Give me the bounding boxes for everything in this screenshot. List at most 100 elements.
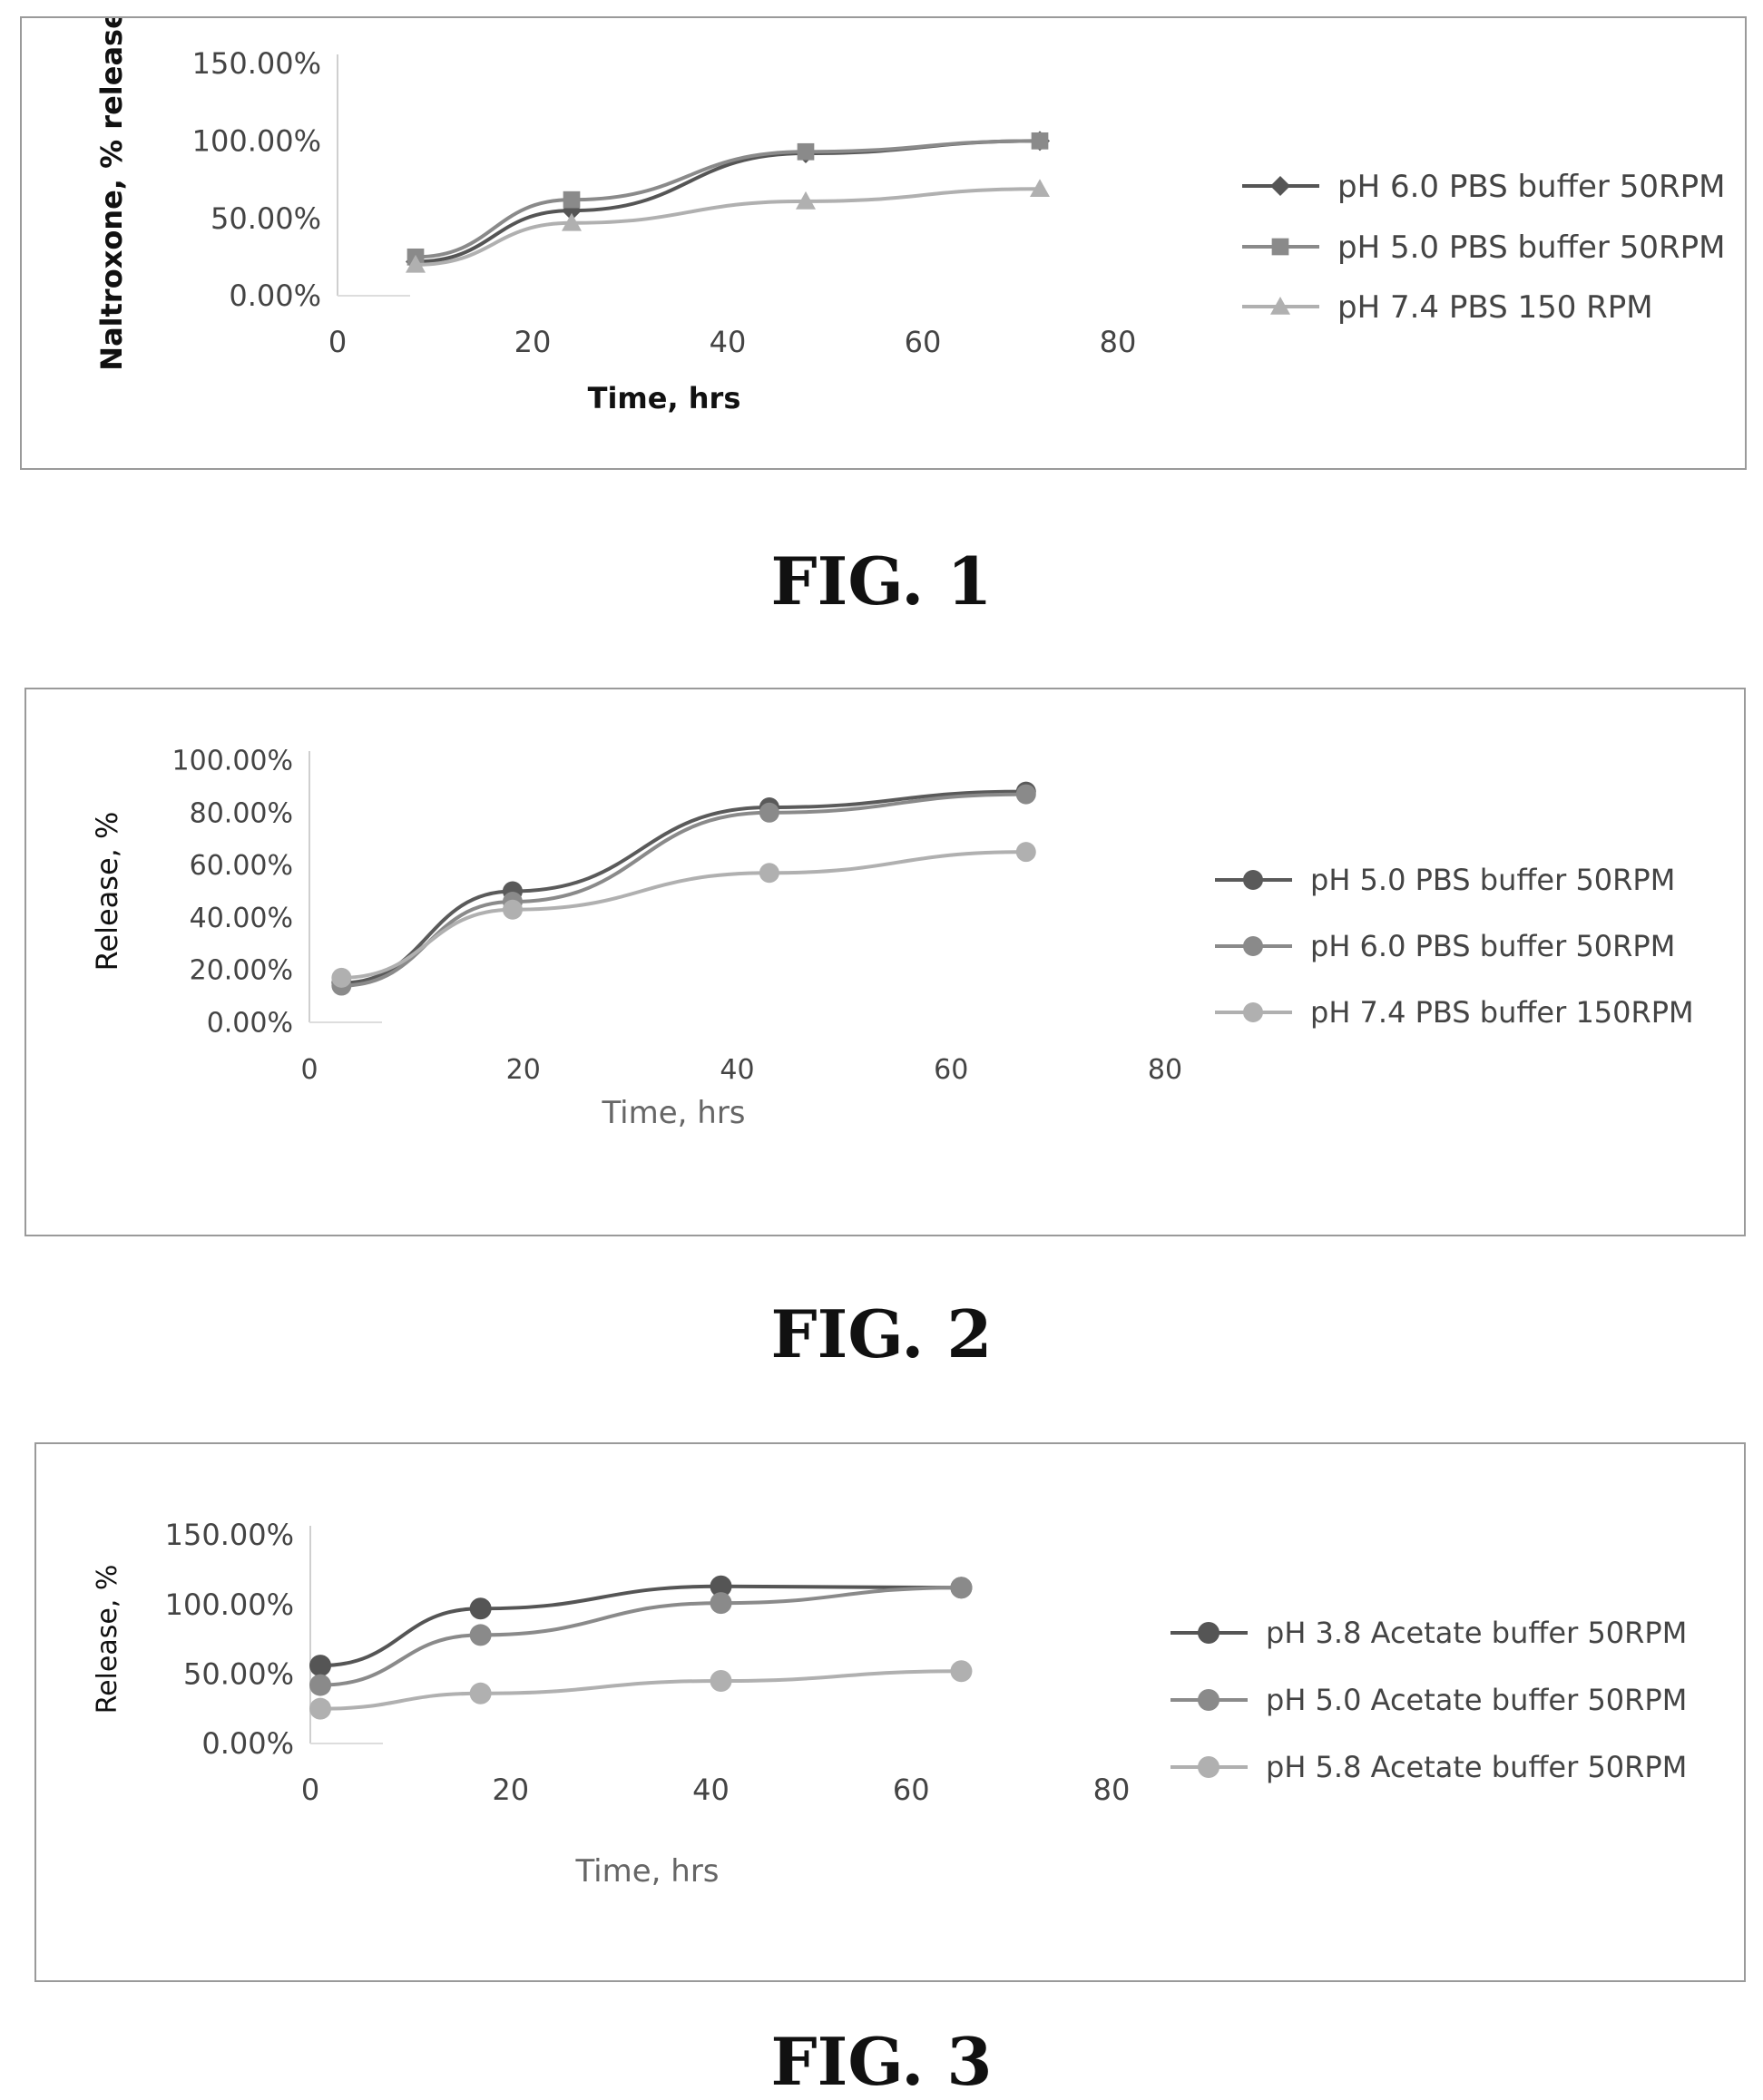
y-tick-label-1-0: 0.00% — [229, 278, 321, 313]
chart-panel-2: 0.00% 20.00% 40.00% 60.00% 80.00% 100.00% 0 20 4… — [24, 688, 1746, 1236]
data-point-3-1-2 — [710, 1592, 732, 1615]
legend-marker-3-0 — [1198, 1622, 1219, 1644]
x-axis-label-2: Time, hrs — [601, 1095, 745, 1131]
data-point-3-1-1 — [469, 1624, 492, 1646]
series-line-3-2 — [320, 1669, 962, 1711]
y-tick-label-1-1: 50.00% — [211, 201, 321, 236]
data-point-3-2-0 — [309, 1697, 332, 1720]
legend-marker-2-2 — [1243, 1002, 1263, 1022]
y-tick-label-2-5: 100.00% — [172, 746, 293, 777]
series-line-3-1 — [320, 1586, 962, 1687]
series-line-1-1 — [415, 139, 1041, 259]
data-point-1-2-1 — [562, 212, 582, 231]
x-axis-label-3: Time, hrs — [574, 1853, 719, 1890]
y-tick-label-2-2: 40.00% — [190, 903, 293, 934]
series-2-0 — [331, 781, 1036, 993]
data-point-1-1-3 — [1031, 132, 1049, 150]
x-tick-label-2-2: 40 — [720, 1054, 754, 1086]
series-3-2 — [309, 1660, 973, 1720]
legend-marker-1-0 — [1270, 176, 1290, 196]
data-point-3-2-3 — [950, 1660, 973, 1683]
data-point-2-2-2 — [759, 863, 779, 884]
y-tick-label-3-2: 100.00% — [165, 1587, 294, 1622]
y-tick-label-3-1: 50.00% — [183, 1657, 294, 1692]
series-1-2 — [406, 179, 1050, 273]
y-tick-label-2-1: 20.00% — [190, 955, 293, 987]
legend-marker-3-2 — [1198, 1756, 1219, 1778]
data-point-2-2-3 — [1015, 842, 1036, 863]
data-point-1-1-1 — [563, 190, 581, 209]
x-tick-label-1-2: 40 — [710, 325, 747, 359]
data-point-3-2-2 — [710, 1670, 732, 1692]
series-3-1 — [309, 1577, 973, 1696]
series-line-2-0 — [341, 789, 1026, 985]
data-point-2-1-2 — [759, 802, 779, 823]
data-point-3-0-2 — [710, 1575, 732, 1597]
data-point-1-2-0 — [406, 254, 426, 273]
figure-caption-1: FIG. 1 — [770, 542, 993, 620]
legend-marker-1-1 — [1271, 238, 1289, 256]
series-1-1 — [406, 132, 1049, 266]
y-axis-label-1: Naltroxone, % released — [94, 18, 129, 371]
chart-panel-3: 0.00% 50.00% 100.00% 150.00% 0 20 40 60 80 Time, … — [34, 1442, 1746, 1982]
legend-entry-1-2: pH 7.4 PBS 150 RPM — [1337, 289, 1653, 326]
x-tick-label-3-3: 60 — [893, 1773, 930, 1807]
y-tick-label-2-3: 60.00% — [190, 850, 293, 882]
data-point-2-2-1 — [502, 899, 523, 920]
x-tick-label-3-2: 40 — [692, 1773, 730, 1807]
series-line-3-0 — [320, 1584, 962, 1668]
x-tick-label-2-4: 80 — [1148, 1054, 1182, 1086]
series-2-1 — [331, 784, 1036, 996]
x-tick-label-2-0: 0 — [300, 1054, 318, 1086]
y-tick-label-3-0: 0.00% — [201, 1726, 294, 1761]
legend-entry-2-0: pH 5.0 PBS buffer 50RPM — [1310, 863, 1675, 897]
x-axis-label-1: Time, hrs — [588, 381, 741, 415]
x-tick-label-2-3: 60 — [934, 1054, 968, 1086]
data-point-3-0-1 — [469, 1597, 492, 1620]
data-point-3-0-0 — [309, 1655, 332, 1677]
legend-entry-1-1: pH 5.0 PBS buffer 50RPM — [1337, 230, 1725, 266]
legend-marker-3-1 — [1198, 1689, 1219, 1711]
figure-caption-3: FIG. 3 — [770, 2023, 993, 2100]
legend-entry-3-0: pH 3.8 Acetate buffer 50RPM — [1266, 1616, 1687, 1650]
y-axis-label-2: Release, % — [90, 812, 124, 972]
legend-marker-1-2 — [1270, 297, 1290, 315]
figure-caption-2: FIG. 2 — [770, 1295, 993, 1372]
legend-entry-3-1: pH 5.0 Acetate buffer 50RPM — [1266, 1683, 1687, 1717]
legend-entry-1-0: pH 6.0 PBS buffer 50RPM — [1337, 169, 1725, 205]
legend-entry-2-1: pH 6.0 PBS buffer 50RPM — [1310, 929, 1675, 963]
legend-marker-2-0 — [1243, 870, 1263, 890]
x-tick-label-1-1: 20 — [514, 325, 552, 359]
series-1-0 — [406, 131, 1050, 272]
x-tick-label-3-1: 20 — [492, 1773, 529, 1807]
x-tick-label-1-4: 80 — [1100, 325, 1137, 359]
data-point-3-1-0 — [309, 1674, 332, 1696]
x-tick-label-3-0: 0 — [301, 1773, 319, 1807]
x-tick-label-1-0: 0 — [328, 325, 347, 359]
series-line-1-2 — [415, 187, 1041, 267]
legend-marker-2-1 — [1243, 936, 1263, 956]
chart-panel-1: 0.00% 50.00% 100.00% 150.00% 0 20 40 60 80 Time, … — [20, 16, 1747, 470]
legend-entry-3-2: pH 5.8 Acetate buffer 50RPM — [1266, 1750, 1687, 1784]
series-line-2-2 — [341, 850, 1026, 980]
data-point-1-2-2 — [796, 190, 816, 210]
y-tick-label-3-3: 150.00% — [165, 1518, 294, 1552]
x-tick-label-2-1: 20 — [506, 1054, 541, 1086]
y-tick-label-1-3: 150.00% — [192, 46, 321, 81]
line-chart-2: 0.00% 20.00% 40.00% 60.00% 80.00% 100.00% 0 20 4… — [90, 746, 1694, 1132]
data-point-3-2-1 — [469, 1682, 492, 1704]
legend-entry-2-2: pH 7.4 PBS buffer 150RPM — [1310, 995, 1694, 1030]
y-tick-label-1-2: 100.00% — [192, 124, 321, 159]
data-point-1-1-2 — [797, 142, 815, 161]
x-tick-label-1-3: 60 — [905, 325, 942, 359]
line-chart-1: 0.00% 50.00% 100.00% 150.00% 0 20 40 60 80 Time, … — [94, 18, 1725, 415]
data-point-2-1-3 — [1015, 784, 1036, 805]
y-axis-label-3: Release, % — [92, 1565, 123, 1714]
data-point-3-1-3 — [950, 1577, 973, 1599]
y-tick-label-2-0: 0.00% — [207, 1008, 293, 1040]
x-tick-label-3-4: 80 — [1093, 1773, 1131, 1807]
series-line-1-0 — [415, 139, 1041, 264]
data-point-1-2-3 — [1030, 179, 1050, 198]
line-chart-3: 0.00% 50.00% 100.00% 150.00% 0 20 40 60 80 Time, … — [92, 1518, 1687, 1890]
series-2-2 — [331, 842, 1036, 988]
